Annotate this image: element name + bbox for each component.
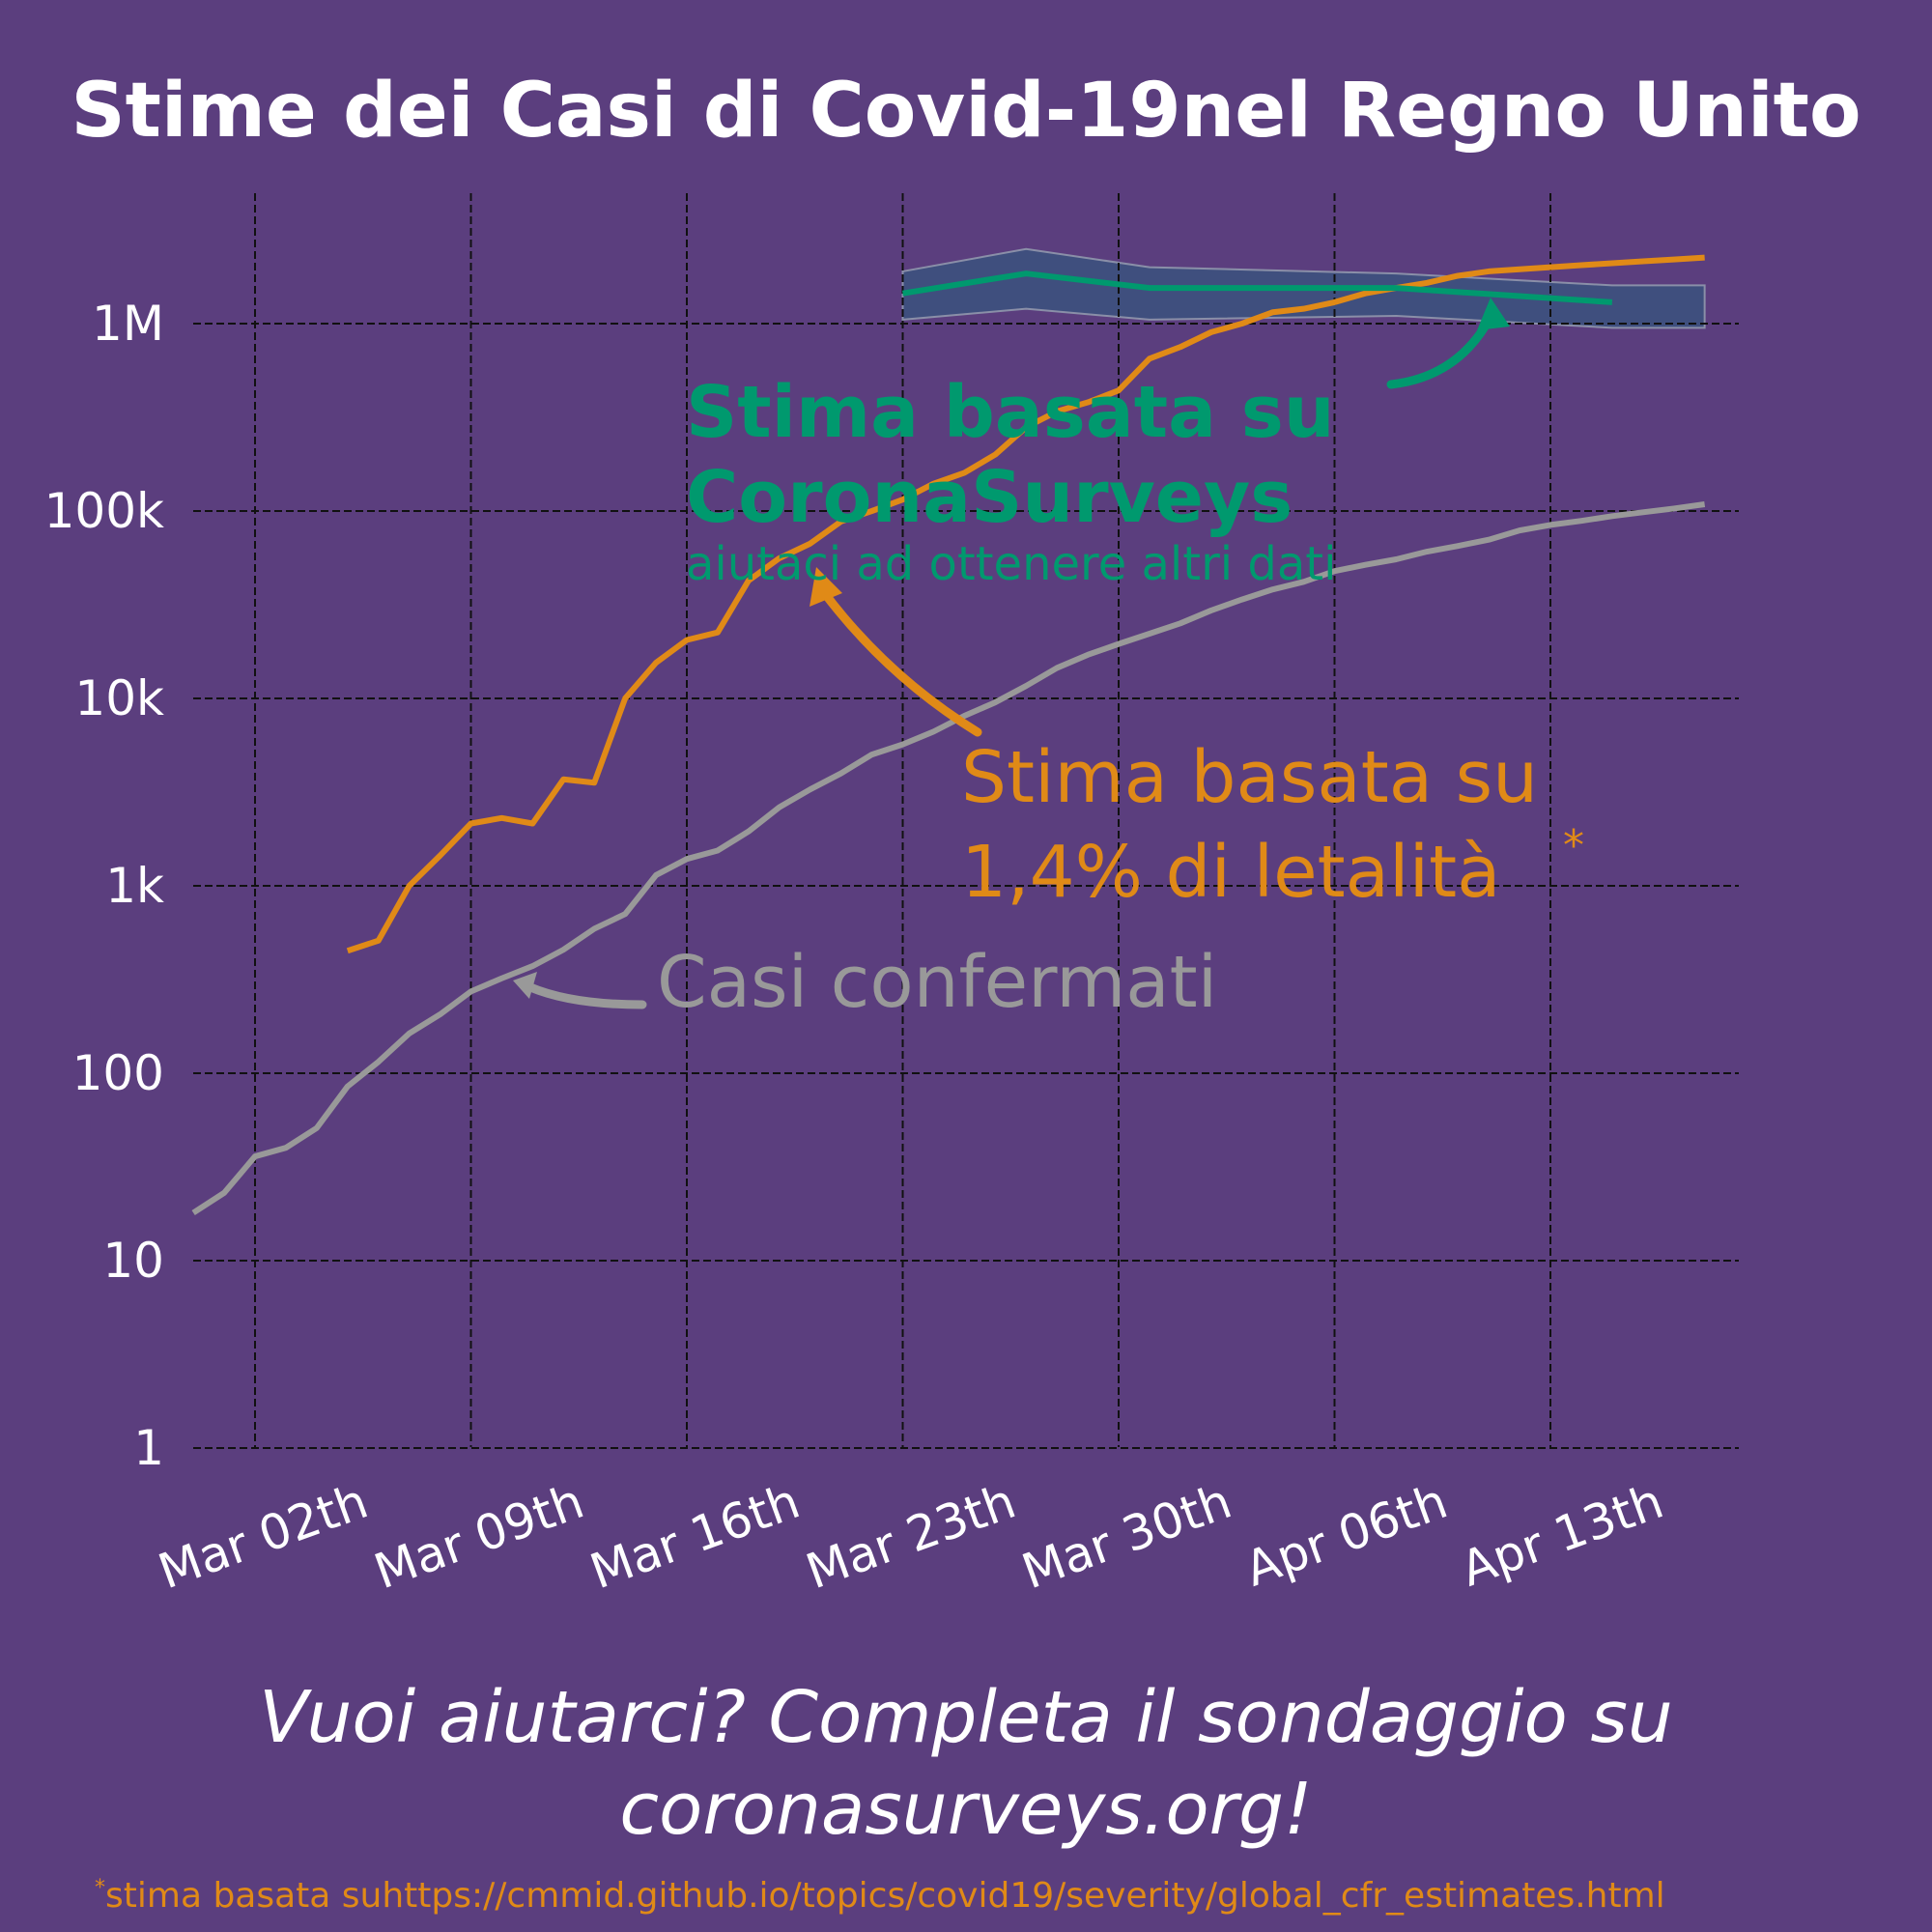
x-tick-label-1: Mar 09th: [367, 1473, 590, 1601]
series-lines: [191, 254, 1706, 1215]
cta-line-1: Vuoi aiutarci? Completa il sondaggio su: [259, 1676, 1673, 1759]
footnote-star: *: [95, 1876, 105, 1900]
confirmed-arrow-shaft: [526, 982, 647, 1009]
x-tick-label-3: Mar 23th: [799, 1473, 1022, 1601]
chart-title: Stime dei Casi di Covid-19nel Regno Unit…: [71, 68, 1861, 155]
y-tick-label-5: 100k: [44, 483, 164, 539]
y-axis-ticks: 1 10 100 1k 10k 100k 1M: [44, 296, 164, 1476]
surveys-label-1: Stima basata su: [686, 371, 1335, 454]
cfr-label-2: 1,4% di letalità: [961, 831, 1501, 914]
y-tick-label-0: 1: [133, 1420, 164, 1476]
grid-lines: [193, 193, 1739, 1449]
surveys-arrow-shaft: [1386, 312, 1495, 389]
surveys-sublabel: aiutaci ad ottenere altri dati: [686, 537, 1336, 591]
surveys-arrow-head: [1477, 298, 1510, 330]
cta-line-2[interactable]: coronasurveys.org!: [619, 1768, 1313, 1851]
y-tick-label-3: 1k: [105, 858, 164, 914]
x-tick-label-2: Mar 16th: [583, 1473, 807, 1601]
surveys-label-2: CoronaSurveys: [686, 456, 1293, 539]
y-tick-label-2: 100: [72, 1045, 164, 1101]
x-tick-label-6: Apr 13th: [1454, 1473, 1670, 1598]
series-2-line: [902, 270, 1613, 305]
annotation-arrows: [513, 298, 1510, 1009]
cfr-star: *: [1563, 821, 1584, 870]
x-tick-label-0: Mar 02th: [152, 1473, 375, 1601]
footnote: *stima basata suhttps://cmmid.github.io/…: [95, 1876, 1665, 1916]
series-0-line: [191, 501, 1706, 1215]
series-1-line: [346, 254, 1705, 954]
cfr-arrow-head: [810, 567, 842, 607]
x-tick-label-4: Mar 30th: [1015, 1473, 1238, 1601]
x-tick-label-5: Apr 06th: [1238, 1473, 1455, 1598]
footnote-text[interactable]: stima basata suhttps://cmmid.github.io/t…: [105, 1876, 1665, 1916]
confirmed-arrow-head: [513, 972, 537, 999]
y-tick-label-6: 1M: [92, 296, 164, 352]
cfr-label-1: Stima basata su: [961, 736, 1538, 819]
confirmed-label: Casi confermati: [657, 941, 1217, 1024]
y-tick-label-4: 10k: [74, 670, 164, 726]
y-tick-label-1: 10: [102, 1233, 164, 1289]
cfr-arrow-shaft: [818, 586, 982, 737]
